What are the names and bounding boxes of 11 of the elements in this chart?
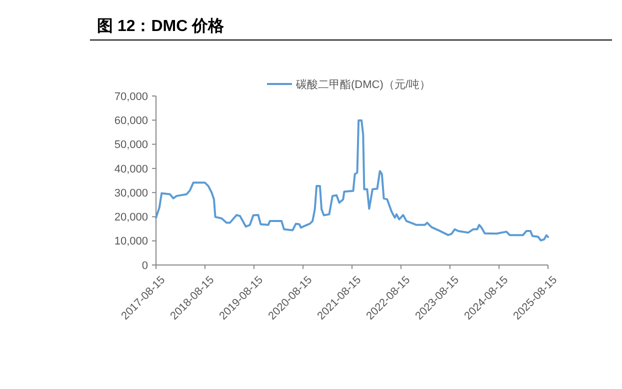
y-tick-label: 20,000 <box>114 212 148 224</box>
y-tick-label: 60,000 <box>114 114 148 127</box>
y-tick-label: 30,000 <box>114 187 148 200</box>
line-series <box>155 119 549 242</box>
y-tick-label: 70,000 <box>114 90 148 103</box>
legend-label: 碳酸二甲酯(DMC)（元/吨） <box>295 78 430 91</box>
y-tick-label: 10,000 <box>114 236 148 248</box>
y-tick-label: 50,000 <box>114 139 148 152</box>
y-tick-label: 0 <box>142 260 148 272</box>
chart-title: 图 12：DMC 价格 <box>97 17 226 35</box>
y-tick-label: 40,000 <box>114 163 148 176</box>
